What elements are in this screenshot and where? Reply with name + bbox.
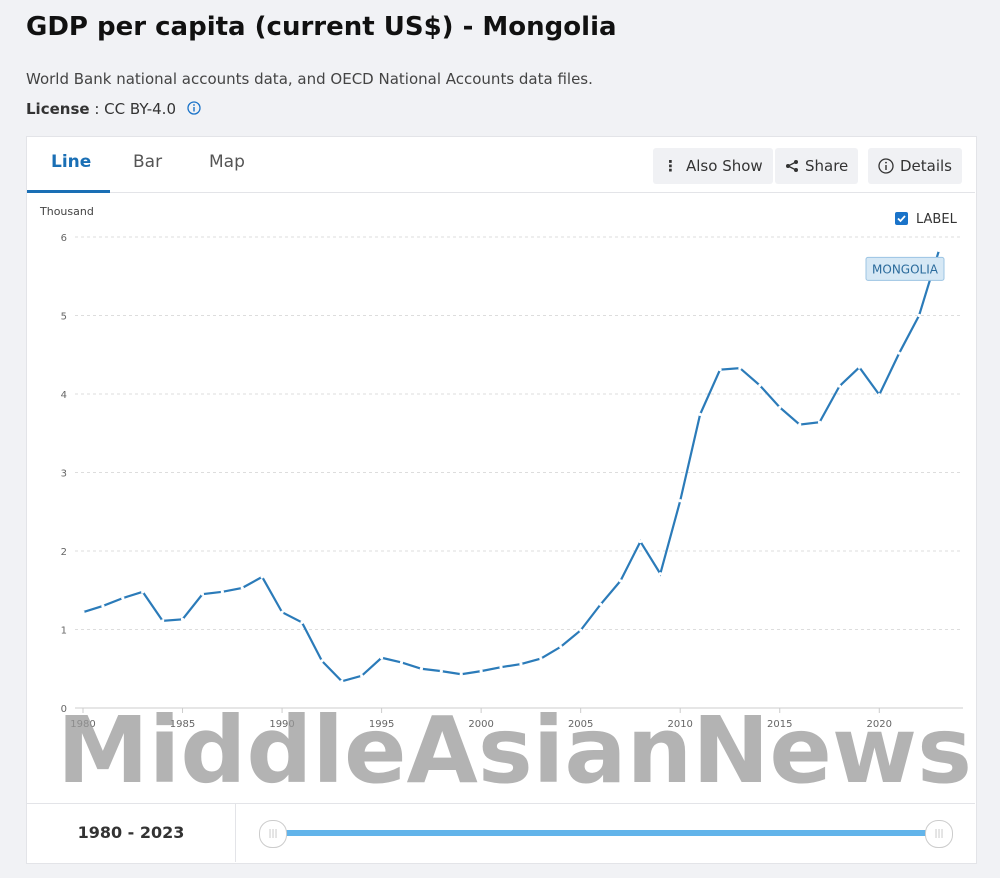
button-label: Details (900, 157, 953, 175)
y-tick-label: 4 (61, 390, 67, 401)
data-point (678, 499, 682, 503)
data-point (101, 604, 105, 608)
x-tick-label: 2015 (767, 719, 792, 730)
data-point (459, 672, 463, 676)
data-point (837, 384, 842, 388)
x-tick-label: 1985 (170, 719, 195, 730)
data-point (718, 368, 722, 372)
data-point (877, 393, 881, 397)
data-point (579, 628, 583, 632)
label-checkbox (895, 212, 908, 225)
x-tick-label: 2000 (468, 719, 493, 730)
data-point (399, 660, 404, 665)
checkmark (897, 215, 906, 223)
data-point (817, 420, 822, 424)
data-point (260, 575, 264, 579)
data-point (161, 619, 165, 623)
data-point (897, 351, 901, 355)
data-point (658, 572, 662, 576)
x-tick-label: 1990 (269, 719, 294, 730)
button-label: Also Show (686, 157, 763, 175)
tab-line[interactable]: Line (51, 152, 92, 172)
data-point (280, 610, 284, 614)
data-point (917, 313, 921, 318)
series-label: MONGOLIA (872, 262, 939, 276)
slider-handle-end[interactable]: ||| (925, 820, 953, 848)
chart-card (26, 136, 977, 864)
data-point (698, 412, 702, 417)
button-label: Share (805, 157, 849, 175)
data-point (439, 669, 443, 673)
data-point (220, 590, 224, 594)
data-point (200, 592, 205, 596)
also-show-button[interactable]: ⋮ Also Show (653, 148, 773, 184)
share-button[interactable]: Share (775, 148, 859, 184)
y-axis-label: Thousand (39, 205, 94, 218)
y-tick-label: 0 (61, 704, 67, 715)
x-tick-label: 1995 (369, 719, 394, 730)
page-title: GDP per capita (current US$) - Mongolia (26, 12, 617, 42)
data-point (121, 596, 125, 600)
info-icon (878, 158, 894, 174)
chart: Thousand 0 1 2 3 4 5 6 1980 1985 1990 1995 2000 2005 2… (39, 205, 972, 803)
data-line (82, 250, 941, 683)
x-tick-label: 1980 (70, 719, 95, 730)
data-point (738, 366, 742, 370)
data-point (937, 248, 941, 252)
label-toggle: LABEL (916, 212, 958, 227)
x-tick-label: 2005 (568, 719, 593, 730)
license-label: License (26, 100, 90, 118)
y-tick-label: 2 (61, 547, 67, 558)
y-tick-label: 6 (61, 233, 67, 244)
series-label-box (865, 256, 945, 281)
watermark: MiddleAsianNews (57, 697, 972, 803)
data-point (141, 590, 145, 594)
series-label-tag: MONGOLIA (865, 256, 945, 281)
data-point (300, 620, 304, 625)
active-tab-indicator (27, 190, 110, 193)
tab-divider (27, 192, 975, 193)
data-point (519, 662, 523, 666)
details-button[interactable]: Details (868, 148, 963, 184)
data-point (240, 586, 244, 590)
share-icon (786, 160, 798, 172)
data-point (499, 665, 503, 669)
data-point (758, 383, 762, 387)
range-text: 1980 - 2023 (27, 803, 236, 862)
data-point (479, 669, 483, 673)
data-point (798, 423, 802, 427)
data-point (638, 539, 642, 544)
x-tick-label: 2020 (867, 719, 892, 730)
data-point (419, 667, 424, 671)
data-point (380, 656, 384, 660)
data-point (539, 656, 543, 661)
y-tick-label: 1 (61, 626, 67, 637)
slider-handle-start[interactable]: ||| (259, 820, 287, 848)
range-slider-track (272, 830, 938, 836)
data-point (340, 679, 344, 683)
data-point (360, 674, 364, 678)
data-point (81, 610, 85, 614)
data-point (320, 659, 324, 663)
range-footer (27, 803, 975, 863)
x-tick-label: 2010 (667, 719, 692, 730)
source-note: World Bank national accounts data, and O… (26, 70, 593, 88)
y-tick-label: 3 (61, 469, 67, 480)
y-tick-label: 5 (61, 312, 67, 323)
data-point (618, 579, 623, 583)
data-point (857, 365, 861, 369)
data-point (778, 405, 782, 409)
data-point (598, 602, 603, 606)
license-value: : CC BY-4.0 (94, 100, 176, 118)
tab-map[interactable]: Map (209, 152, 245, 172)
data-point (180, 617, 185, 621)
info-icon[interactable] (187, 101, 201, 115)
tab-bar[interactable]: Bar (133, 152, 163, 172)
data-point (559, 645, 563, 649)
license: License : CC BY-4.0 (26, 100, 201, 118)
